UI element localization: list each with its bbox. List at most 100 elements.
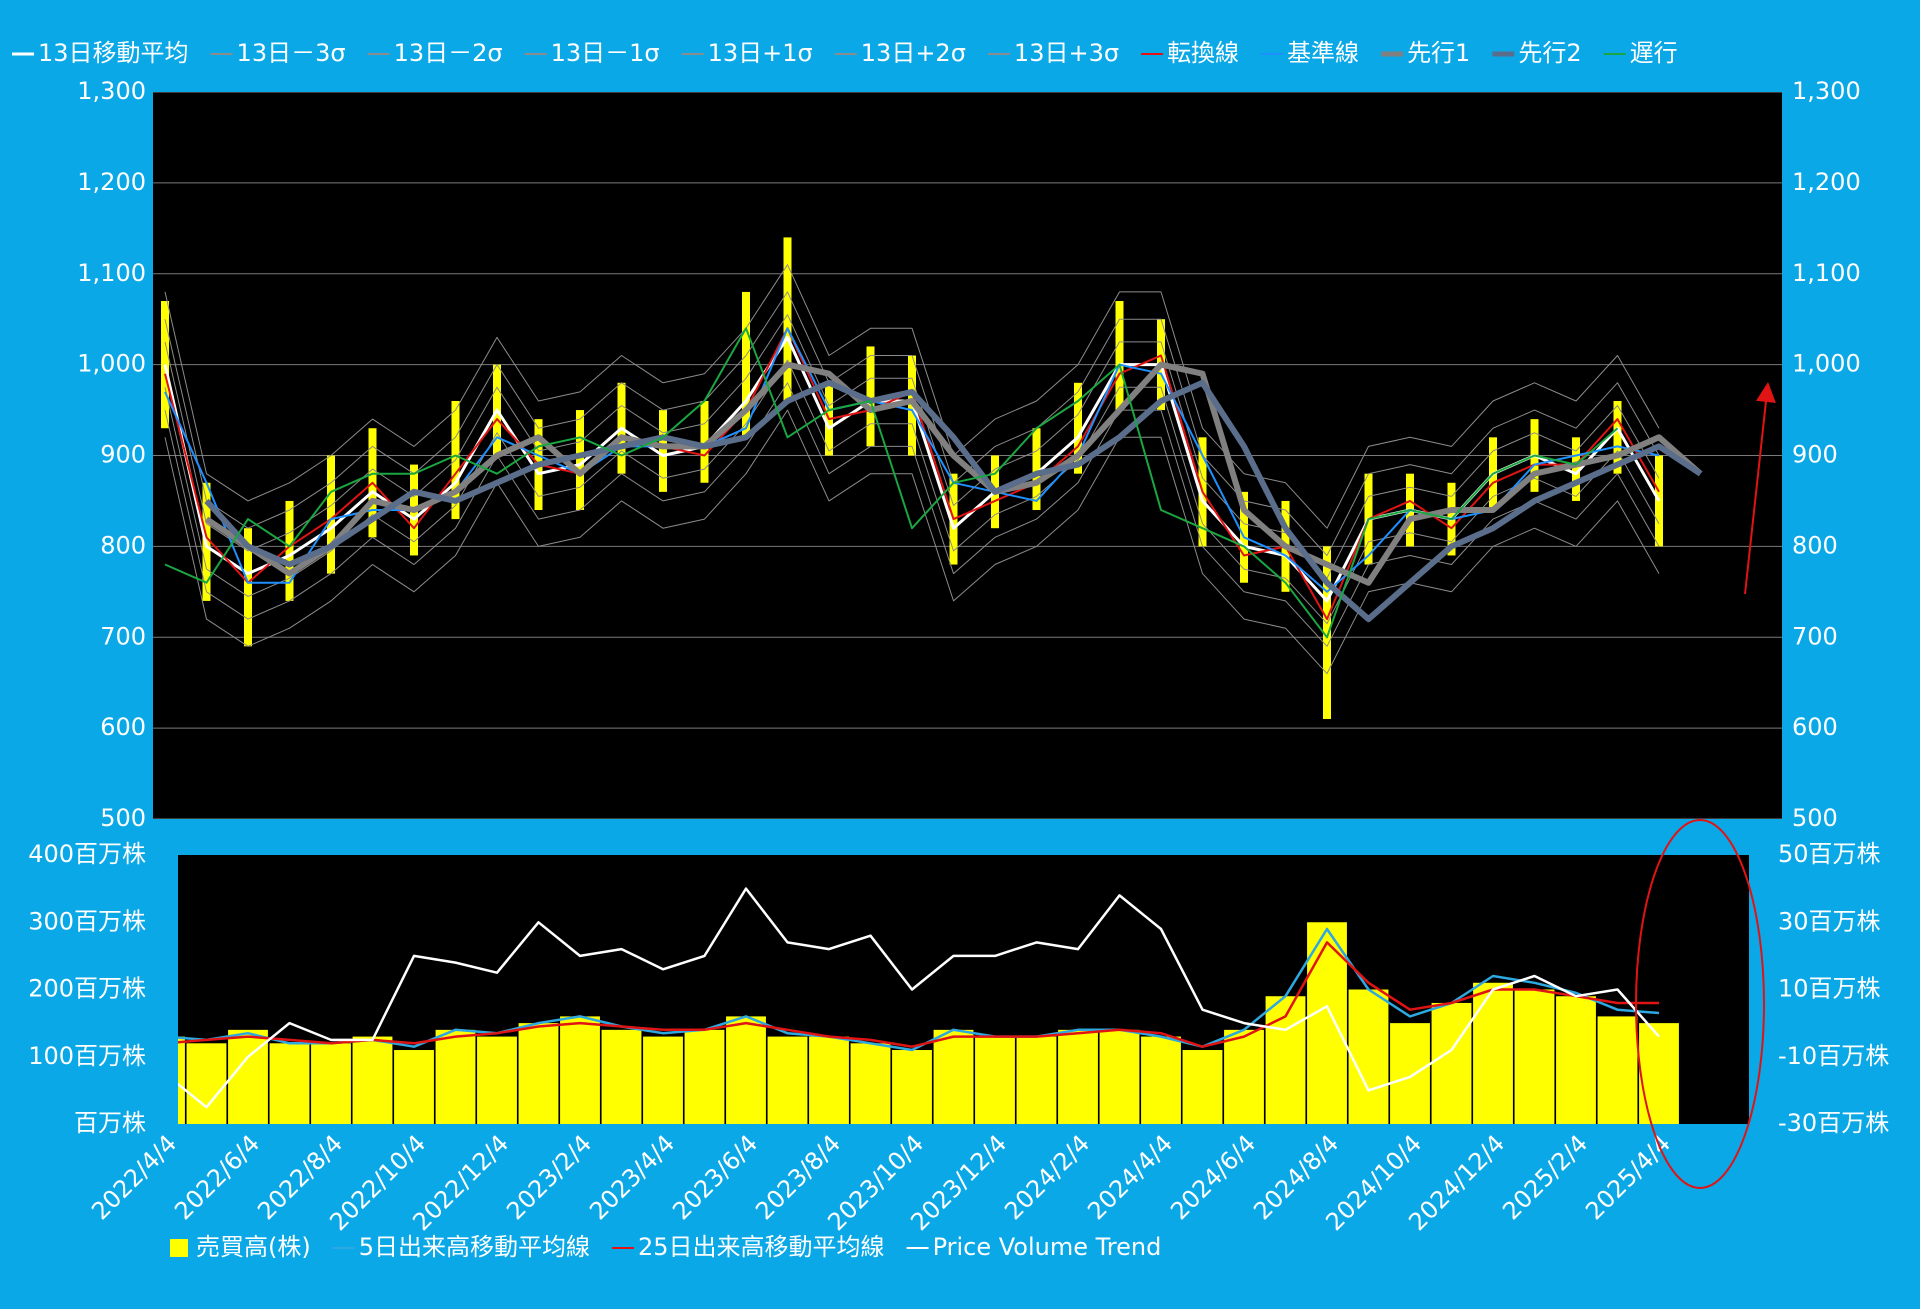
volume-bar — [394, 1050, 434, 1124]
volume-bar — [1058, 1029, 1098, 1124]
candle — [866, 346, 875, 447]
volume-bar — [809, 1036, 849, 1124]
legend-label: 遅行 — [1630, 39, 1678, 67]
volume-bar — [1431, 1002, 1472, 1124]
legend-label: 転換線 — [1167, 39, 1239, 67]
candle — [576, 410, 584, 511]
y2-tick-label: 30百万株 — [1778, 907, 1881, 935]
y-tick-label: 400百万株 — [28, 840, 146, 868]
candle — [285, 500, 294, 601]
series-line — [164, 359, 1660, 625]
candle — [742, 291, 750, 438]
candle — [783, 237, 792, 401]
legend-label: 先行1 — [1407, 39, 1470, 67]
series-line — [164, 264, 1660, 529]
legend-label: 25日出来高移動平均線 — [638, 1233, 885, 1261]
volume-bar — [1141, 1036, 1181, 1124]
legend-label: 先行2 — [1518, 39, 1581, 67]
series-line — [204, 361, 1703, 586]
candle — [1572, 437, 1580, 501]
y-tick-label: 百万株 — [74, 1109, 146, 1137]
legend-label: 13日移動平均 — [38, 39, 189, 67]
y-tick-label: 800 — [100, 531, 146, 559]
volume-bar — [518, 1023, 559, 1124]
volume-bar — [643, 1036, 683, 1124]
y2-tick-label: 600 — [1792, 713, 1838, 741]
volume-bar — [767, 1036, 808, 1124]
volume-bar — [601, 1029, 642, 1124]
volume-bar — [311, 1043, 351, 1124]
candle — [1323, 546, 1331, 720]
y-tick-label: 300百万株 — [28, 907, 146, 935]
series-line — [178, 887, 1660, 1109]
volume-bar — [684, 1029, 725, 1124]
legend-label: 13日－1σ — [551, 39, 660, 67]
volume-bar — [186, 1043, 227, 1124]
trend-arrow — [1744, 382, 1776, 595]
legend-label: 13日－3σ — [237, 39, 346, 67]
y2-tick-label: 800 — [1792, 531, 1838, 559]
volume-bar — [178, 1036, 185, 1124]
volume-bar — [435, 1029, 476, 1124]
y2-tick-label: -10百万株 — [1778, 1042, 1889, 1070]
y2-tick-label: 500 — [1792, 804, 1838, 832]
series-line — [204, 379, 1703, 623]
candle — [1074, 382, 1082, 474]
volume-bar — [560, 1016, 600, 1124]
y-tick-label: 900 — [100, 441, 146, 469]
series-line — [178, 941, 1659, 1048]
volume-bar — [933, 1029, 974, 1124]
candle — [1032, 428, 1041, 511]
y2-tick-label: 1,200 — [1792, 168, 1861, 196]
y-tick-label: 200百万株 — [28, 975, 146, 1003]
y2-tick-label: 10百万株 — [1778, 975, 1881, 1003]
legend-label: 13日－2σ — [394, 39, 503, 67]
legend-label: 13日+1σ — [708, 39, 813, 67]
volume-bar — [1016, 1036, 1057, 1124]
candle — [700, 400, 709, 483]
y2-tick-label: 1,100 — [1792, 259, 1861, 287]
volume-bar — [1514, 989, 1555, 1124]
highlight-ellipse — [1635, 819, 1765, 1189]
y-tick-label: 1,200 — [77, 168, 146, 196]
candle — [659, 410, 667, 492]
volume-bar — [1348, 989, 1389, 1124]
series-line — [164, 327, 1619, 639]
y-tick-label: 1,000 — [77, 350, 146, 378]
candle — [1655, 455, 1663, 547]
y-tick-label: 1,100 — [77, 259, 146, 287]
y2-tick-label: -30百万株 — [1778, 1109, 1889, 1137]
price-plot — [153, 92, 1782, 819]
legend-label: 13日+2σ — [861, 39, 966, 67]
y2-tick-label: 700 — [1792, 622, 1838, 650]
volume-bar — [1639, 1023, 1679, 1124]
volume-bar — [1099, 1029, 1140, 1124]
legend-label: 基準線 — [1287, 39, 1359, 67]
volume-bar — [1597, 1016, 1638, 1124]
volume-bar — [1182, 1050, 1223, 1124]
candle — [327, 455, 335, 574]
volume-bar — [726, 1016, 766, 1124]
y-tick-label: 600 — [100, 713, 146, 741]
candle — [1613, 400, 1622, 474]
y2-tick-label: 1,000 — [1792, 350, 1861, 378]
volume-bar — [1390, 1023, 1430, 1124]
volume-bar — [352, 1036, 393, 1124]
legend-label: Price Volume Trend — [933, 1233, 1162, 1261]
volume-bar — [1224, 1029, 1264, 1124]
y-tick-label: 700 — [100, 622, 146, 650]
legend-label: 13日+3σ — [1014, 39, 1119, 67]
volume-bar — [850, 1043, 891, 1124]
y-tick-label: 100百万株 — [28, 1042, 146, 1070]
candle — [1115, 301, 1124, 411]
y2-tick-label: 900 — [1792, 441, 1838, 469]
volume-bar — [975, 1036, 1015, 1124]
y2-tick-label: 50百万株 — [1778, 840, 1881, 868]
legend-swatch — [170, 1239, 188, 1257]
volume-bar — [269, 1043, 310, 1124]
volume-bar — [1473, 982, 1513, 1124]
volume-bar — [892, 1050, 932, 1124]
series-line — [164, 382, 1660, 647]
y-tick-label: 1,300 — [77, 77, 146, 105]
